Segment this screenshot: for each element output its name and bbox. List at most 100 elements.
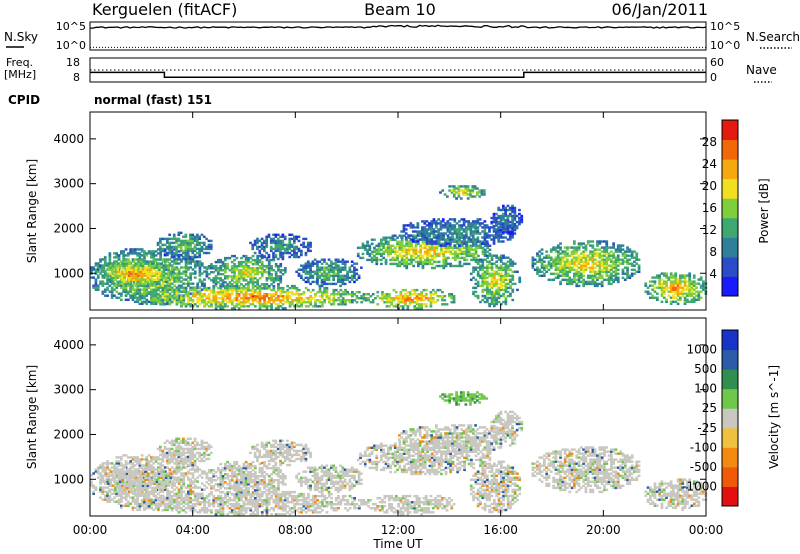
- echo-cell: [429, 301, 433, 304]
- echo-cell: [509, 284, 512, 288]
- echo-cell: [508, 238, 512, 241]
- echo-cell: [249, 256, 253, 260]
- echo-cell: [499, 286, 503, 290]
- echo-cell: [113, 288, 116, 291]
- echo-cell: [170, 255, 174, 259]
- echo-cell: [415, 301, 419, 304]
- echo-cell: [124, 464, 128, 467]
- echo-cell: [612, 280, 616, 284]
- echo-cell: [106, 496, 109, 499]
- echo-cell: [380, 244, 383, 248]
- echo-cell: [235, 299, 239, 302]
- echo-cell: [486, 270, 489, 274]
- echo-cell: [141, 270, 145, 274]
- echo-cell: [247, 267, 250, 270]
- echo-cell: [600, 282, 604, 286]
- echo-cell: [633, 256, 636, 259]
- echo-cell: [480, 189, 484, 192]
- echo-cell: [129, 288, 133, 291]
- echo-cell: [458, 242, 462, 246]
- echo-cell: [203, 301, 206, 304]
- echo-cell: [488, 266, 492, 269]
- echo-cell: [460, 242, 464, 246]
- echo-cell: [614, 258, 618, 261]
- echo-cell: [251, 277, 255, 280]
- echo-cell: [582, 274, 586, 278]
- echo-cell: [435, 242, 438, 245]
- echo-cell: [96, 286, 100, 289]
- echo-cell: [260, 245, 264, 249]
- echo-cell: [513, 218, 517, 222]
- echo-cell: [139, 264, 143, 267]
- echo-cell: [161, 284, 165, 287]
- echo-cell: [451, 218, 454, 221]
- echo-cell: [196, 233, 199, 237]
- echo-cell: [490, 298, 494, 302]
- echo-cell: [430, 220, 434, 223]
- echo-cell: [233, 267, 236, 270]
- echo-cell: [256, 301, 260, 304]
- echo-cell: [450, 191, 454, 194]
- echo-cell: [361, 252, 365, 256]
- echo-cell: [490, 300, 494, 304]
- echo-cell: [325, 276, 329, 280]
- echo-cell: [423, 260, 427, 264]
- echo-cell: [247, 281, 250, 284]
- echo-cell: [247, 299, 250, 302]
- echo-cell: [603, 250, 606, 253]
- echo-cell: [274, 243, 278, 247]
- echo-cell: [161, 237, 165, 241]
- echo-cell: [177, 239, 181, 243]
- echo-cell: [139, 270, 143, 274]
- echo-cell: [212, 299, 216, 302]
- echo-cell: [123, 276, 127, 280]
- echo-cell: [506, 204, 510, 208]
- echo-cell: [115, 466, 119, 469]
- echo-cell: [154, 291, 158, 294]
- echo-cell: [492, 214, 496, 218]
- echo-cell: [355, 272, 359, 276]
- echo-cell: [132, 274, 136, 278]
- echo-cell: [621, 244, 625, 247]
- echo-cell: [224, 291, 227, 294]
- echo-cell: [399, 295, 403, 298]
- echo-cell: [101, 292, 105, 295]
- echo-cell: [486, 250, 490, 254]
- echo-cell: [247, 286, 250, 290]
- echo-cell: [375, 244, 379, 248]
- echo-cell: [495, 300, 499, 304]
- echo-cell: [113, 496, 116, 499]
- echo-cell: [136, 248, 139, 251]
- echo-cell: [357, 274, 361, 278]
- echo-cell: [244, 301, 248, 304]
- echo-cell: [403, 264, 406, 268]
- echo-cell: [538, 268, 542, 272]
- echo-cell: [399, 293, 403, 296]
- echo-cell: [518, 216, 521, 220]
- echo-cell: [258, 305, 262, 308]
- echo-cell: [540, 264, 544, 267]
- echo-cell: [325, 282, 329, 286]
- echo-cell: [428, 228, 431, 231]
- echo-cell: [332, 268, 336, 272]
- echo-cell: [224, 263, 227, 266]
- echo-cell: [394, 291, 398, 294]
- echo-cell: [173, 280, 176, 283]
- echo-cell: [471, 244, 475, 247]
- echo-cell: [435, 230, 438, 233]
- echo-cell: [106, 464, 109, 467]
- echo-cell: [665, 298, 668, 302]
- echo-cell: [291, 286, 294, 290]
- colorbar-tick-label: 24: [702, 157, 717, 171]
- echo-cell: [120, 292, 123, 295]
- echo-cell: [603, 260, 606, 263]
- echo-cell: [415, 299, 419, 302]
- echo-cell: [157, 297, 160, 300]
- echo-cell: [511, 222, 514, 226]
- echo-cell: [281, 243, 285, 247]
- echo-cell: [465, 226, 468, 229]
- echo-cell: [288, 297, 292, 300]
- echo-cell: [442, 250, 446, 254]
- echo-cell: [448, 295, 451, 298]
- echo-cell: [295, 235, 299, 239]
